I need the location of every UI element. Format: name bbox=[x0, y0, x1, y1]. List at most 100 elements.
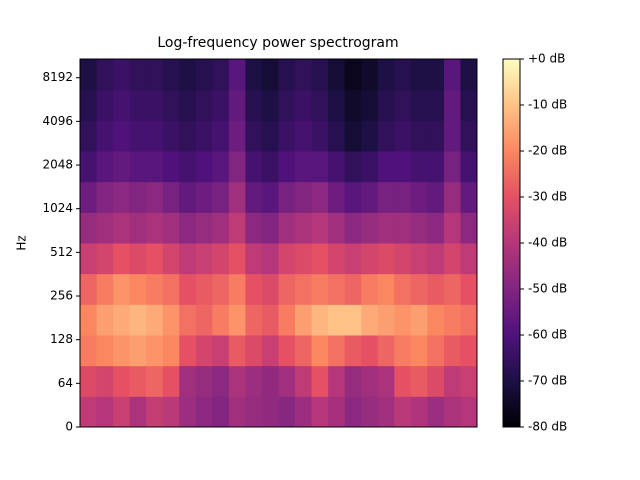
cell bbox=[245, 89, 263, 121]
cell bbox=[427, 59, 445, 91]
cell bbox=[460, 59, 478, 91]
cell bbox=[261, 335, 279, 367]
cell bbox=[96, 273, 114, 305]
cell bbox=[162, 365, 180, 397]
cell bbox=[427, 304, 445, 336]
cell bbox=[344, 396, 362, 428]
cell bbox=[278, 212, 296, 244]
cell bbox=[146, 181, 164, 213]
cell bbox=[195, 304, 213, 336]
cell bbox=[195, 273, 213, 305]
cell bbox=[228, 212, 246, 244]
cell bbox=[129, 212, 147, 244]
cell bbox=[460, 151, 478, 183]
cell bbox=[377, 120, 395, 152]
cell bbox=[96, 89, 114, 121]
cell bbox=[212, 304, 230, 336]
cell bbox=[377, 396, 395, 428]
cell bbox=[261, 120, 279, 152]
cell bbox=[377, 365, 395, 397]
cell bbox=[443, 365, 461, 397]
cell bbox=[344, 89, 362, 121]
cell bbox=[295, 181, 313, 213]
cell bbox=[361, 273, 379, 305]
cell bbox=[80, 335, 98, 367]
cell bbox=[427, 365, 445, 397]
cell bbox=[261, 273, 279, 305]
cell bbox=[179, 212, 197, 244]
cell bbox=[162, 335, 180, 367]
cell bbox=[113, 181, 131, 213]
cell bbox=[195, 89, 213, 121]
cell bbox=[179, 304, 197, 336]
cell bbox=[212, 212, 230, 244]
cell bbox=[212, 273, 230, 305]
cell bbox=[361, 365, 379, 397]
cell bbox=[377, 151, 395, 183]
cell bbox=[311, 304, 329, 336]
cell bbox=[278, 151, 296, 183]
cell bbox=[278, 273, 296, 305]
colorbar-tick-label: +0 dB bbox=[528, 52, 565, 66]
colorbar-tick-label: -30 dB bbox=[528, 190, 567, 204]
cell bbox=[394, 335, 412, 367]
cell bbox=[311, 59, 329, 91]
cell bbox=[328, 181, 346, 213]
colorbar-tick-label: -80 dB bbox=[528, 420, 567, 434]
cell bbox=[245, 365, 263, 397]
cell bbox=[113, 304, 131, 336]
chart-title: Log-frequency power spectrogram bbox=[157, 35, 398, 51]
cell bbox=[410, 120, 428, 152]
cell bbox=[377, 59, 395, 91]
cell bbox=[278, 304, 296, 336]
cell bbox=[113, 396, 131, 428]
cell bbox=[113, 365, 131, 397]
cell bbox=[443, 243, 461, 275]
cell bbox=[361, 89, 379, 121]
colorbar bbox=[502, 58, 521, 428]
cell bbox=[129, 365, 147, 397]
cell bbox=[311, 120, 329, 152]
cell bbox=[344, 59, 362, 91]
cell bbox=[228, 304, 246, 336]
cell bbox=[295, 120, 313, 152]
cell bbox=[261, 243, 279, 275]
cell bbox=[80, 151, 98, 183]
cell bbox=[460, 89, 478, 121]
cell bbox=[427, 396, 445, 428]
cell bbox=[96, 304, 114, 336]
cell bbox=[80, 120, 98, 152]
cell bbox=[96, 365, 114, 397]
cell bbox=[460, 365, 478, 397]
cell bbox=[113, 243, 131, 275]
cell bbox=[427, 89, 445, 121]
cell bbox=[311, 335, 329, 367]
cell bbox=[245, 396, 263, 428]
cell bbox=[195, 365, 213, 397]
cell bbox=[146, 59, 164, 91]
cell bbox=[129, 151, 147, 183]
cell bbox=[80, 304, 98, 336]
cell bbox=[394, 396, 412, 428]
cell bbox=[146, 151, 164, 183]
cell bbox=[361, 396, 379, 428]
cell bbox=[212, 120, 230, 152]
cell bbox=[344, 365, 362, 397]
cell bbox=[245, 335, 263, 367]
cell bbox=[344, 243, 362, 275]
cell bbox=[162, 243, 180, 275]
cell bbox=[179, 273, 197, 305]
cell bbox=[212, 365, 230, 397]
cell bbox=[179, 243, 197, 275]
cell bbox=[96, 59, 114, 91]
cell bbox=[328, 89, 346, 121]
cell bbox=[195, 59, 213, 91]
cell bbox=[361, 243, 379, 275]
cell bbox=[295, 396, 313, 428]
cell bbox=[113, 335, 131, 367]
cell bbox=[394, 59, 412, 91]
cell bbox=[179, 120, 197, 152]
cell bbox=[394, 365, 412, 397]
cell bbox=[410, 151, 428, 183]
cell bbox=[311, 365, 329, 397]
